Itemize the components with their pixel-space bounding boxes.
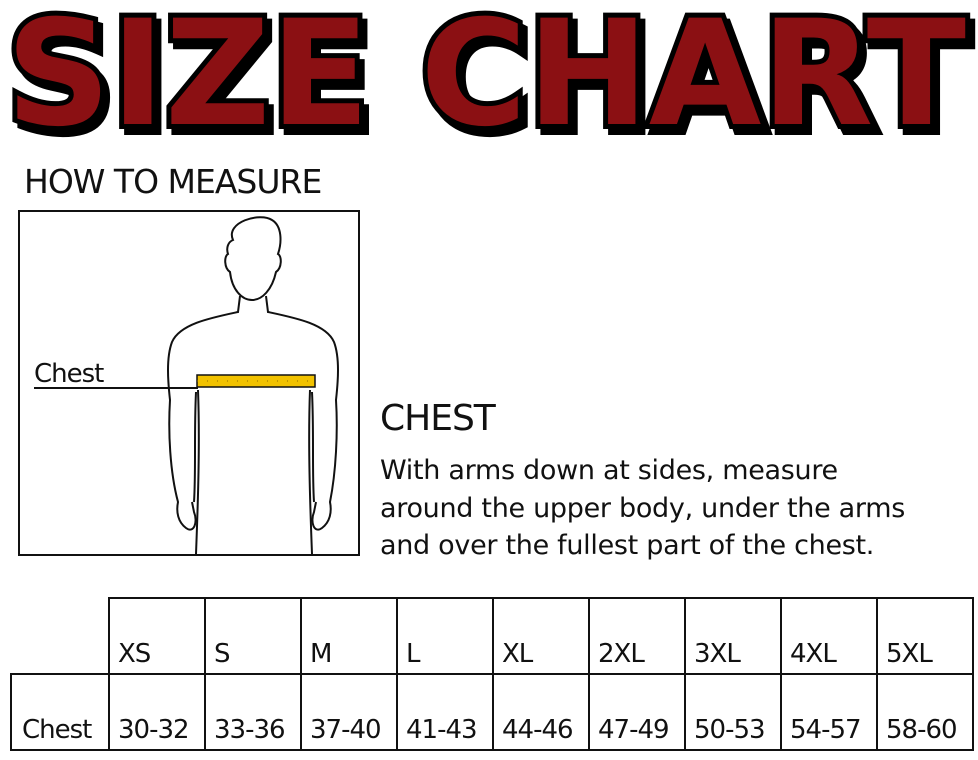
size-header: XL (492, 597, 590, 675)
table-cell: 50-53 (684, 673, 782, 751)
table-row: Chest 30-32 33-36 37-40 41-43 44-46 47-4… (10, 673, 974, 751)
size-header: L (396, 597, 494, 675)
table-cell: 58-60 (876, 673, 974, 751)
chest-instructions: With arms down at sides, measure around … (380, 452, 978, 565)
table-cell: 33-36 (204, 673, 302, 751)
measurement-figure: Chest (18, 210, 360, 556)
size-header: S (204, 597, 302, 675)
chest-figure-label: Chest (34, 359, 104, 389)
table-cell: 54-57 (780, 673, 878, 751)
table-cell: 41-43 (396, 673, 494, 751)
size-header: 2XL (588, 597, 686, 675)
instruction-line: around the upper body, under the arms (380, 492, 906, 524)
size-header: 5XL (876, 597, 974, 675)
size-table: XS S M L XL 2XL 3XL 4XL 5XL Chest 30-32 … (10, 597, 974, 751)
size-header: M (300, 597, 398, 675)
table-cell: 30-32 (108, 673, 206, 751)
instruction-line: With arms down at sides, measure (380, 455, 838, 486)
table-cell: 47-49 (588, 673, 686, 751)
size-header: 4XL (780, 597, 878, 675)
instruction-line: and over the fullest part of the chest. (380, 530, 875, 561)
table-cell: 37-40 (300, 673, 398, 751)
body-outline-illustration: Chest (34, 216, 339, 555)
table-cell: 44-46 (492, 673, 590, 751)
how-to-measure-heading: HOW TO MEASURE (24, 162, 322, 201)
row-label: Chest (10, 673, 110, 751)
size-chart-title: SIZE CHART (1, 0, 971, 150)
size-header-row: XS S M L XL 2XL 3XL 4XL 5XL (11, 597, 974, 675)
size-header: XS (108, 597, 206, 675)
size-chart-title-text: SIZE CHART (6, 0, 966, 150)
empty-corner-cell (11, 598, 109, 674)
size-header: 3XL (684, 597, 782, 675)
chest-heading: CHEST (380, 398, 496, 439)
